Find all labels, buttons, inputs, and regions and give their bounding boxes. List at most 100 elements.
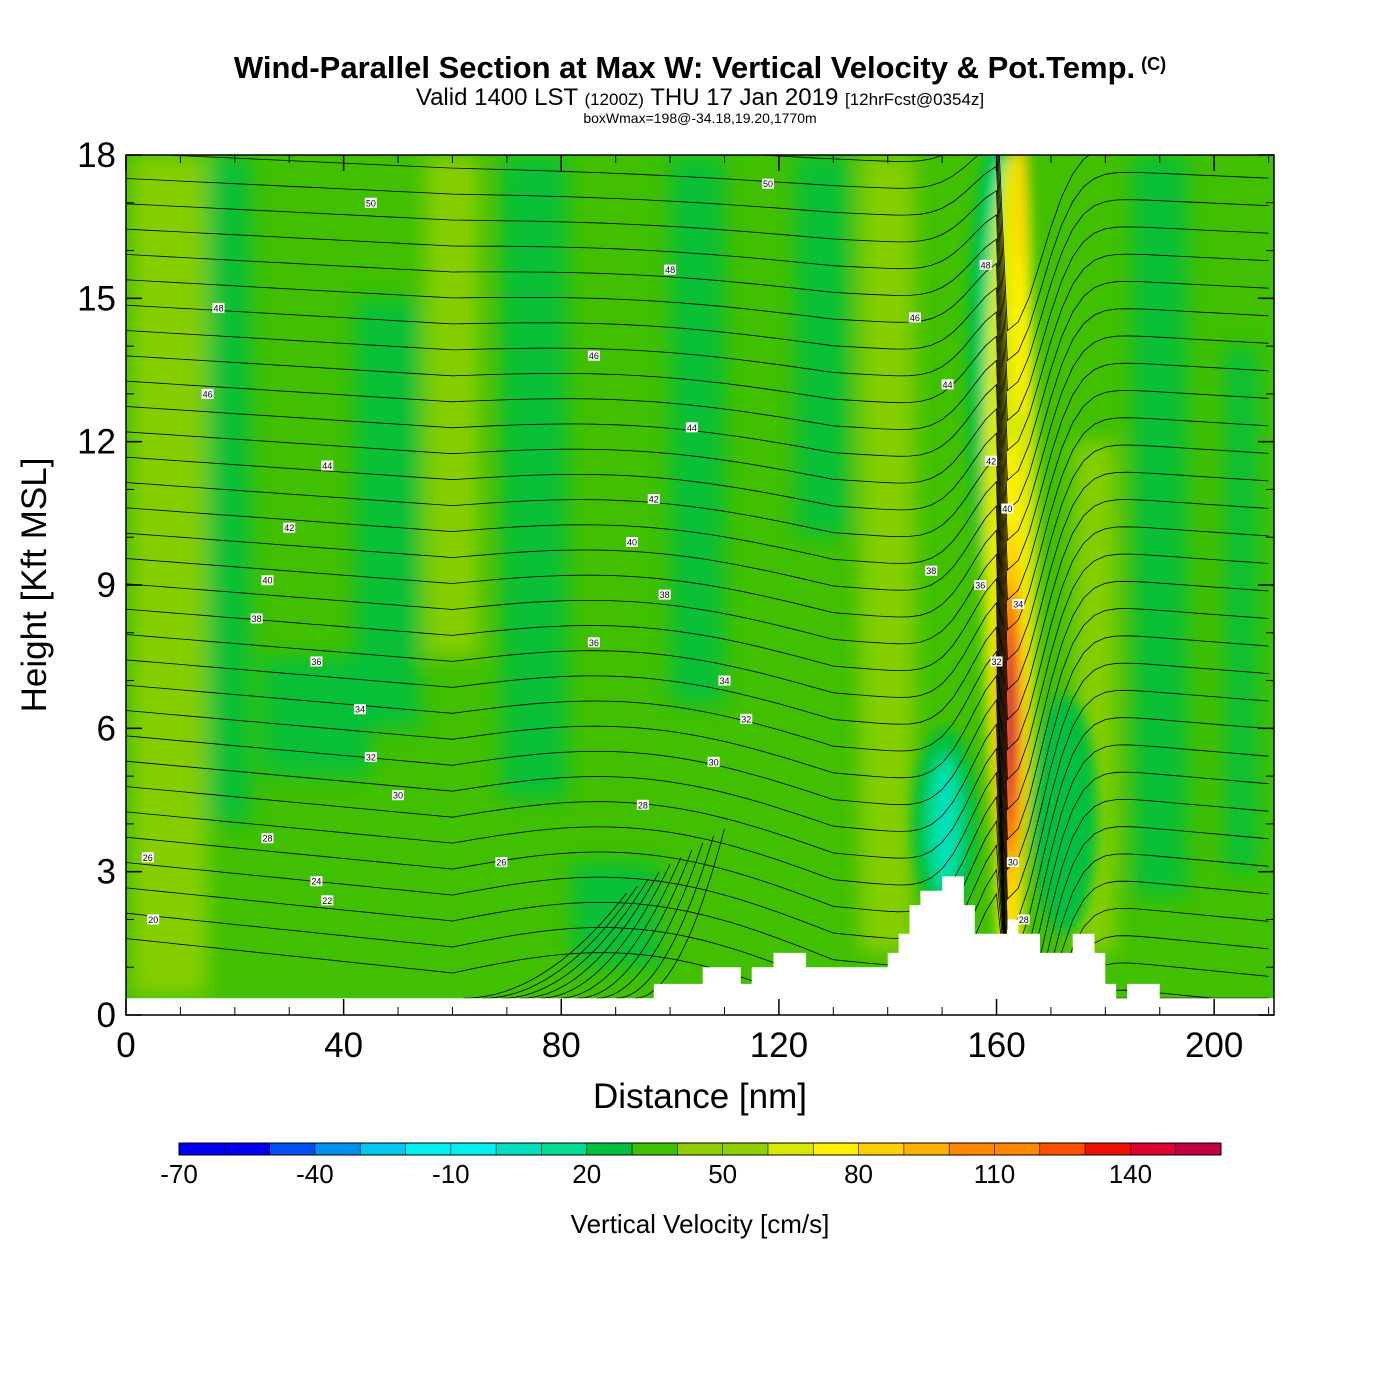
theta-contour-line bbox=[126, 238, 1269, 512]
theta-label-text: 38 bbox=[660, 590, 670, 600]
theta-label-text: 32 bbox=[366, 753, 376, 763]
y-axis-label: Height [Kft MSL] bbox=[15, 458, 54, 713]
theta-contour-line bbox=[126, 529, 1269, 871]
theta-contour-line bbox=[126, 674, 1269, 999]
theta-label: 42 bbox=[985, 455, 998, 466]
theta-label-text: 36 bbox=[975, 581, 985, 591]
theta-contour-line bbox=[126, 456, 1269, 781]
theta-label-text: 30 bbox=[393, 791, 403, 801]
theta-contour-line bbox=[126, 432, 1269, 751]
theta-contour-line bbox=[750, 155, 1269, 362]
colorbar-segment bbox=[1085, 1143, 1131, 1155]
theta-label-box bbox=[364, 752, 377, 762]
theta-contour-line bbox=[126, 723, 1269, 999]
theta-label-box bbox=[664, 264, 677, 275]
x-tick-label: 80 bbox=[542, 1026, 581, 1065]
theta-label-text: 42 bbox=[986, 456, 996, 466]
theta-label-box bbox=[1006, 857, 1019, 868]
theta-label-text: 42 bbox=[649, 495, 659, 505]
forecast-info: [12hrFcst@0354z] bbox=[844, 90, 985, 109]
theta-label-box bbox=[141, 852, 154, 863]
theta-contour-line bbox=[501, 878, 649, 999]
theta-contour-line bbox=[615, 835, 714, 999]
theta-label-text: 30 bbox=[1008, 858, 1018, 868]
theta-label-text: 22 bbox=[322, 896, 332, 906]
theta-label-text: 50 bbox=[366, 198, 376, 208]
theta-label: 50 bbox=[762, 178, 775, 189]
x-tick-label: 200 bbox=[1185, 1026, 1243, 1065]
theta-label-text: 38 bbox=[252, 614, 262, 624]
theta-contour-line bbox=[126, 601, 1269, 960]
x-axis-label: Distance [nm] bbox=[593, 1077, 807, 1116]
colorbar-segment bbox=[269, 1143, 316, 1155]
theta-label: 36 bbox=[587, 637, 600, 648]
colorbar-segment bbox=[1175, 1143, 1222, 1155]
theta-label-box bbox=[353, 704, 366, 715]
theta-label-box bbox=[495, 857, 508, 868]
theta-label-text: 28 bbox=[1019, 915, 1029, 925]
theta-label: 48 bbox=[212, 302, 225, 313]
downdraft-core bbox=[936, 766, 953, 882]
theta-label: 44 bbox=[685, 422, 698, 433]
colorbar-tick-label: 50 bbox=[708, 1159, 737, 1189]
theta-label: 24 bbox=[310, 876, 323, 887]
theta-label-text: 32 bbox=[741, 714, 751, 724]
colorbar-segment bbox=[541, 1143, 588, 1155]
theta-label-text: 40 bbox=[262, 576, 272, 586]
theta-label: 46 bbox=[908, 312, 921, 323]
colorbar-segment bbox=[677, 1143, 724, 1155]
colorbar-segment bbox=[179, 1143, 225, 1155]
contour-labels: 50 50 48 48 48 46 46 46 44 44 44 42 42 42 40 40 40 38 38 38… bbox=[141, 178, 1030, 925]
colorbar-tick-label: 110 bbox=[974, 1159, 1015, 1189]
colorbar-segment bbox=[903, 1143, 950, 1155]
theta-label-box bbox=[985, 455, 998, 466]
theta-label: 28 bbox=[261, 833, 274, 844]
theta-label: 32 bbox=[990, 656, 1003, 667]
theta-label-text: 26 bbox=[496, 858, 506, 868]
theta-contour-line bbox=[126, 650, 1269, 999]
theta-label-box bbox=[310, 876, 323, 887]
theta-contour-line bbox=[596, 842, 704, 999]
terrain bbox=[126, 876, 1274, 1015]
theta-label-box bbox=[1001, 503, 1014, 514]
theta-label: 26 bbox=[141, 852, 154, 863]
theta-label: 46 bbox=[201, 388, 214, 399]
theta-label-box bbox=[587, 350, 600, 361]
theta-label-box bbox=[707, 756, 720, 767]
theta-label-box bbox=[685, 422, 698, 433]
chart-title: Wind-Parallel Section at Max W: Vertical… bbox=[0, 50, 1400, 86]
theta-label-box bbox=[647, 494, 660, 504]
theta-label: 46 bbox=[587, 350, 600, 361]
colorbar-segment bbox=[1130, 1143, 1177, 1155]
theta-label-box bbox=[979, 259, 992, 270]
colorbar-segment bbox=[722, 1143, 769, 1155]
theta-label-box bbox=[636, 799, 649, 810]
theta-label-box bbox=[1017, 914, 1030, 925]
theta-label-box bbox=[283, 522, 296, 533]
colorbar-tick-label: 20 bbox=[572, 1159, 601, 1189]
theta-label: 44 bbox=[941, 379, 954, 390]
colorbar-segment bbox=[360, 1143, 407, 1155]
theta-contour-line bbox=[126, 407, 1269, 721]
theta-contour-line bbox=[126, 214, 1269, 482]
theta-label: 36 bbox=[974, 580, 987, 591]
colorbar-segment bbox=[858, 1143, 905, 1155]
theta-label: 40 bbox=[1001, 503, 1014, 514]
x-tick-label: 0 bbox=[116, 1026, 135, 1065]
theta-contour-line bbox=[482, 885, 638, 999]
y-tick-label: 3 bbox=[97, 853, 116, 892]
theta-label: 34 bbox=[718, 675, 731, 686]
theta-label-text: 36 bbox=[589, 638, 599, 648]
theta-label-box bbox=[364, 197, 377, 208]
theta-label: 20 bbox=[147, 914, 160, 925]
theta-contour-line bbox=[126, 577, 1269, 931]
updraft-contour bbox=[1006, 666, 1014, 781]
theta-label: 30 bbox=[392, 790, 405, 801]
theta-label-box bbox=[941, 379, 954, 390]
theta-contour-line bbox=[126, 480, 1269, 811]
upper-updraft-plume bbox=[1015, 155, 1027, 270]
theta-label-box bbox=[587, 637, 600, 648]
theta-label-text: 38 bbox=[926, 566, 936, 576]
theta-label: 38 bbox=[250, 613, 263, 624]
